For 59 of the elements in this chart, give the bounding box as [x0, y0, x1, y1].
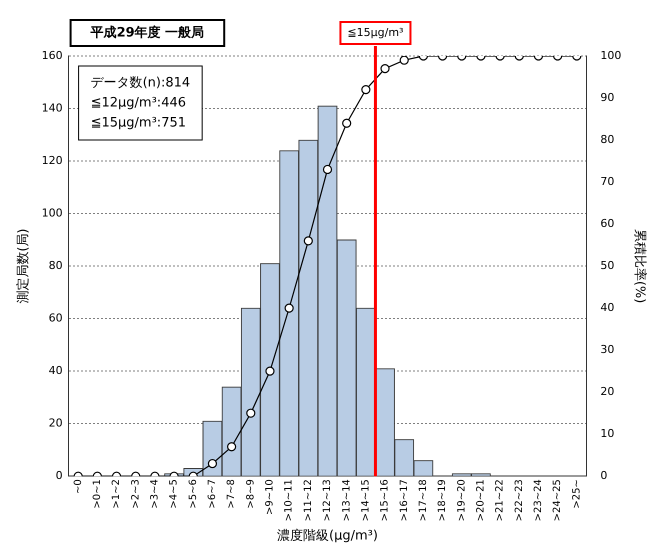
- y2-tick-label: 50: [600, 258, 614, 272]
- x-tick-label: >12~13: [322, 479, 334, 522]
- y-tick-label: 0: [56, 469, 63, 482]
- x-tick-label: >24~25: [552, 479, 564, 522]
- point: [322, 164, 332, 174]
- annotation: ≦15μg/m³:751: [90, 115, 186, 130]
- y-tick-label: 140: [42, 101, 63, 114]
- y2-tick-label: 80: [600, 132, 614, 146]
- x-tick-label: ~0: [72, 479, 84, 494]
- y-tick-label: 100: [42, 206, 63, 220]
- x-tick-label: >25~: [571, 479, 582, 509]
- x-tick-label: >11~12: [302, 479, 314, 522]
- x-tick-label: >19~20: [456, 479, 468, 522]
- point: [265, 366, 275, 376]
- y2-tick-label: 10: [600, 427, 614, 440]
- y-tick-label: 60: [48, 311, 63, 324]
- x-tick-label: >18~19: [437, 479, 448, 522]
- x-tick-label: >16~17: [398, 479, 410, 522]
- x-axis-title: 濃度階級(μg/m³): [277, 528, 378, 544]
- y-tick-label: 120: [42, 154, 63, 167]
- x-tick-label: >17~18: [418, 479, 429, 522]
- y2-tick-label: 100: [600, 48, 622, 62]
- x-tick-label: >13~14: [341, 479, 352, 522]
- x-tick-label: >8~9: [245, 479, 256, 509]
- x-tick-label: >6~7: [207, 479, 218, 509]
- y-axis-title: 測定局数(局): [16, 228, 32, 304]
- point: [284, 304, 294, 313]
- y-tick-label: 40: [48, 364, 63, 378]
- y2-tick-label: 0: [600, 469, 608, 482]
- x-tick-label: >21~22: [494, 479, 506, 522]
- x-tick-label: >14~15: [360, 479, 372, 522]
- x-tick-label: >4~5: [168, 479, 180, 509]
- y-tick-label: 80: [48, 258, 63, 272]
- y2-tick-label: 70: [600, 174, 614, 188]
- chart-title: 平成29年度 一般局: [90, 24, 204, 40]
- x-tick-label: >22~23: [514, 479, 525, 522]
- point: [304, 236, 313, 246]
- y2-tick-label: 30: [600, 342, 614, 356]
- y2-tick-label: 20: [600, 385, 614, 398]
- x-tick-label: >20~21: [476, 479, 487, 522]
- x-tick-label: >15~16: [380, 479, 391, 522]
- x-tick-label: >23~24: [533, 479, 544, 522]
- x-tick-label: >10~11: [284, 479, 295, 522]
- x-tick-label: >3~4: [149, 479, 160, 509]
- ref-line-label: ≦15μg/m³: [347, 26, 404, 39]
- x-tick-label: >1~2: [111, 479, 122, 509]
- y2-tick-label: 40: [600, 300, 614, 314]
- y2-tick-label: 60: [600, 216, 614, 230]
- y2-tick-label: 90: [600, 90, 614, 104]
- y-tick-label: 160: [42, 48, 63, 62]
- y-tick-label: 20: [48, 416, 63, 430]
- x-tick-label: >5~6: [188, 479, 199, 509]
- x-tick-label: >9~10: [264, 479, 276, 516]
- x-tick-label: >7~8: [226, 479, 238, 509]
- y2-axis-title: 累積比率(%): [632, 228, 648, 304]
- annotation: ≦12μg/m³:446: [90, 95, 186, 110]
- x-tick-label: >2~3: [130, 479, 142, 509]
- annotation: データ数(n):814: [90, 75, 190, 90]
- x-tick-label: >0~1: [92, 479, 103, 509]
